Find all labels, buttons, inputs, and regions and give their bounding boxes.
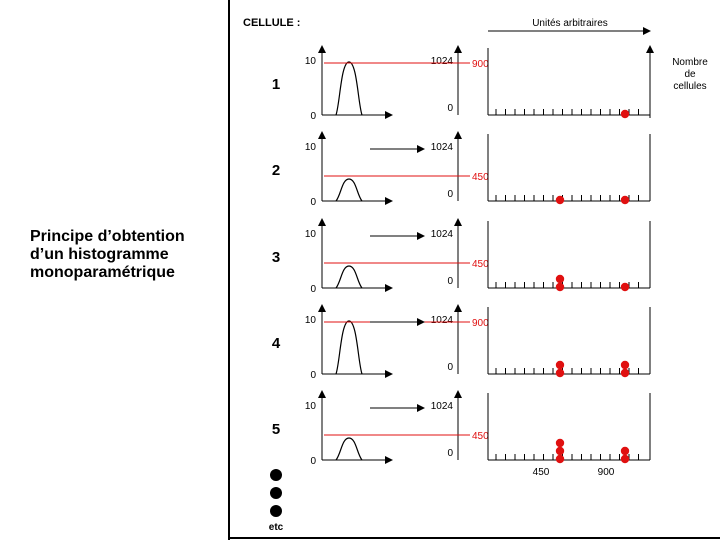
histogram-dot-900 [620, 195, 630, 205]
panel-number: 4 [272, 335, 281, 352]
histogram-dot-450 [555, 454, 565, 464]
signal-max-label: 10 [305, 401, 317, 412]
etc-label: etc [269, 522, 284, 533]
level-label: 450 [472, 259, 489, 270]
count-label-3: cellules [673, 81, 706, 92]
panel-number: 2 [272, 162, 280, 179]
histogram-dot-900 [620, 109, 630, 119]
histogram-dot-900 [620, 368, 630, 378]
signal-pulse-curve [335, 437, 363, 461]
continuation-dot [270, 505, 282, 517]
level-label: 900 [472, 59, 489, 70]
caption-line-2: d’un histogramme [30, 246, 169, 263]
histogram-dot-450 [555, 368, 565, 378]
scale-max-label: 1024 [431, 401, 454, 412]
count-label-1: Nombre [672, 57, 708, 68]
cell-label: CELLULE : [243, 17, 300, 29]
histogram-dot-450 [555, 274, 565, 284]
caption-line-3: monoparamétrique [30, 264, 175, 281]
scale-min-label: 0 [447, 103, 453, 114]
scale-min-label: 0 [447, 189, 453, 200]
diagram-caption: Principe d’obtention d’un histogramme mo… [30, 228, 230, 282]
signal-max-label: 10 [305, 315, 317, 326]
histogram-dot-900 [620, 446, 630, 456]
histogram-dot-450 [555, 438, 565, 448]
signal-min-label: 0 [310, 284, 316, 295]
signal-min-label: 0 [310, 111, 316, 122]
histogram-dot-450 [555, 446, 565, 456]
signal-pulse-curve [335, 61, 363, 116]
signal-pulse-curve [335, 320, 363, 375]
units-label: Unités arbitraires [532, 18, 608, 29]
signal-pulse-curve [335, 265, 363, 289]
signal-max-label: 10 [305, 229, 317, 240]
histogram-dot-900 [620, 454, 630, 464]
histogram-dot-900 [620, 360, 630, 370]
level-label: 900 [472, 318, 489, 329]
histogram-dot-450 [555, 195, 565, 205]
scale-max-label: 1024 [431, 315, 454, 326]
signal-min-label: 0 [310, 456, 316, 467]
histogram-dot-450 [555, 360, 565, 370]
panel-number: 3 [272, 249, 280, 266]
panel-number: 5 [272, 421, 280, 438]
histogram-dot-450 [555, 282, 565, 292]
scale-max-label: 1024 [431, 56, 454, 67]
panels-group: 1 10 0 1024 0 900 2 10 0 1024 0 450 3 10 0 1024 0 450 4 10 0… [272, 45, 651, 478]
scale-min-label: 0 [447, 448, 453, 459]
panel-number: 1 [272, 76, 280, 93]
x-tick-label-900: 900 [598, 467, 615, 478]
level-label: 450 [472, 431, 489, 442]
scale-min-label: 0 [447, 362, 453, 373]
signal-pulse-curve [335, 178, 363, 202]
scale-max-label: 1024 [431, 229, 454, 240]
level-label: 450 [472, 172, 489, 183]
signal-min-label: 0 [310, 197, 316, 208]
signal-max-label: 10 [305, 142, 317, 153]
signal-max-label: 10 [305, 56, 317, 67]
scale-max-label: 1024 [431, 142, 454, 153]
continuation-dot [270, 487, 282, 499]
signal-min-label: 0 [310, 370, 316, 381]
continuation-dot [270, 469, 282, 481]
scale-min-label: 0 [447, 276, 453, 287]
caption-line-1: Principe d’obtention [30, 228, 185, 245]
histogram-dot-900 [620, 282, 630, 292]
count-label-2: de [684, 69, 696, 80]
x-tick-label-450: 450 [533, 467, 550, 478]
